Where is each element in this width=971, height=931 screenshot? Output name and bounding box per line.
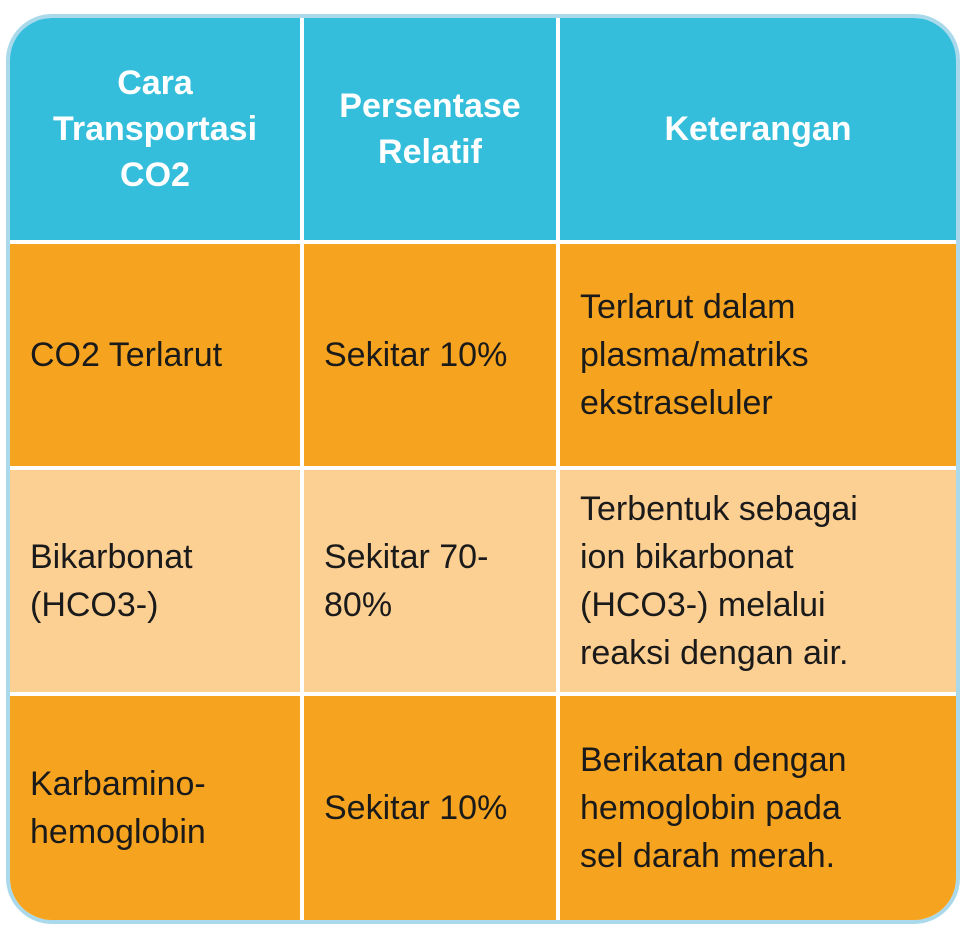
- table-cell-cara-transportasi: Bikarbonat (HCO3-): [10, 470, 300, 692]
- cell-text-line: (HCO3-): [30, 586, 159, 624]
- cell-text-line: Bikarbonat: [30, 538, 193, 576]
- cell-text-line: hemoglobin: [30, 813, 206, 851]
- cell-text-line: sel darah merah.: [580, 837, 836, 875]
- cell-text-line: ekstraseluler: [580, 384, 773, 422]
- cell-text-line: Terbentuk sebagai: [580, 490, 858, 528]
- table-cell-persentase-relatif: Sekitar 10%: [304, 244, 556, 466]
- cell-text-line: reaksi dengan air.: [580, 634, 849, 672]
- cell-text-line: (HCO3-) melalui: [580, 586, 826, 624]
- cell-text-line: Sekitar 70-: [324, 538, 489, 576]
- table-cell-keterangan: Terbentuk sebagai ion bikarbonat (HCO3-) m…: [560, 470, 956, 692]
- header-column-persentase-relatif: Persentase Relatif: [304, 18, 556, 240]
- table-cell-cara-transportasi: Karbamino-hemoglobin: [10, 696, 300, 920]
- table-cell-persentase-relatif: Sekitar 10%: [304, 696, 556, 920]
- header-column-keterangan: Keterangan: [560, 18, 956, 240]
- cell-text-line: Sekitar 10%: [324, 789, 508, 827]
- cell-text-line: Terlarut dalam: [580, 288, 796, 326]
- table-cell-keterangan: Berikatan dengan hemoglobin pada sel darah…: [560, 696, 956, 920]
- cell-text-line: Persentase: [339, 87, 521, 125]
- table-cell-cara-transportasi: CO2 Terlarut: [10, 244, 300, 466]
- cell-text-line: Relatif: [378, 133, 482, 171]
- cell-text-line: Transportasi: [52, 110, 258, 148]
- cell-text-line: Cara: [117, 64, 193, 102]
- cell-text-line: CO2 Terlarut: [30, 336, 223, 374]
- co2-transport-table: Cara Transportasi CO2 Persentase Relatif Kete…: [6, 14, 960, 924]
- cell-text-line: 80%: [324, 586, 393, 624]
- table-grid: Cara Transportasi CO2 Persentase Relatif Kete…: [10, 18, 956, 920]
- cell-text-line: ion bikarbonat: [580, 538, 794, 576]
- cell-text-line: plasma/matriks: [580, 336, 809, 374]
- cell-text-line: CO2: [120, 156, 190, 194]
- cell-text-line: Keterangan: [664, 110, 852, 148]
- cell-text-line: Karbamino-: [30, 765, 206, 803]
- cell-text-line: Sekitar 10%: [324, 336, 508, 374]
- table-cell-keterangan: Terlarut dalam plasma/matriks ekstraselule…: [560, 244, 956, 466]
- table-cell-persentase-relatif: Sekitar 70- 80%: [304, 470, 556, 692]
- header-column-cara-transportasi: Cara Transportasi CO2: [10, 18, 300, 240]
- cell-text-line: Berikatan dengan: [580, 741, 847, 779]
- cell-text-line: hemoglobin pada: [580, 789, 841, 827]
